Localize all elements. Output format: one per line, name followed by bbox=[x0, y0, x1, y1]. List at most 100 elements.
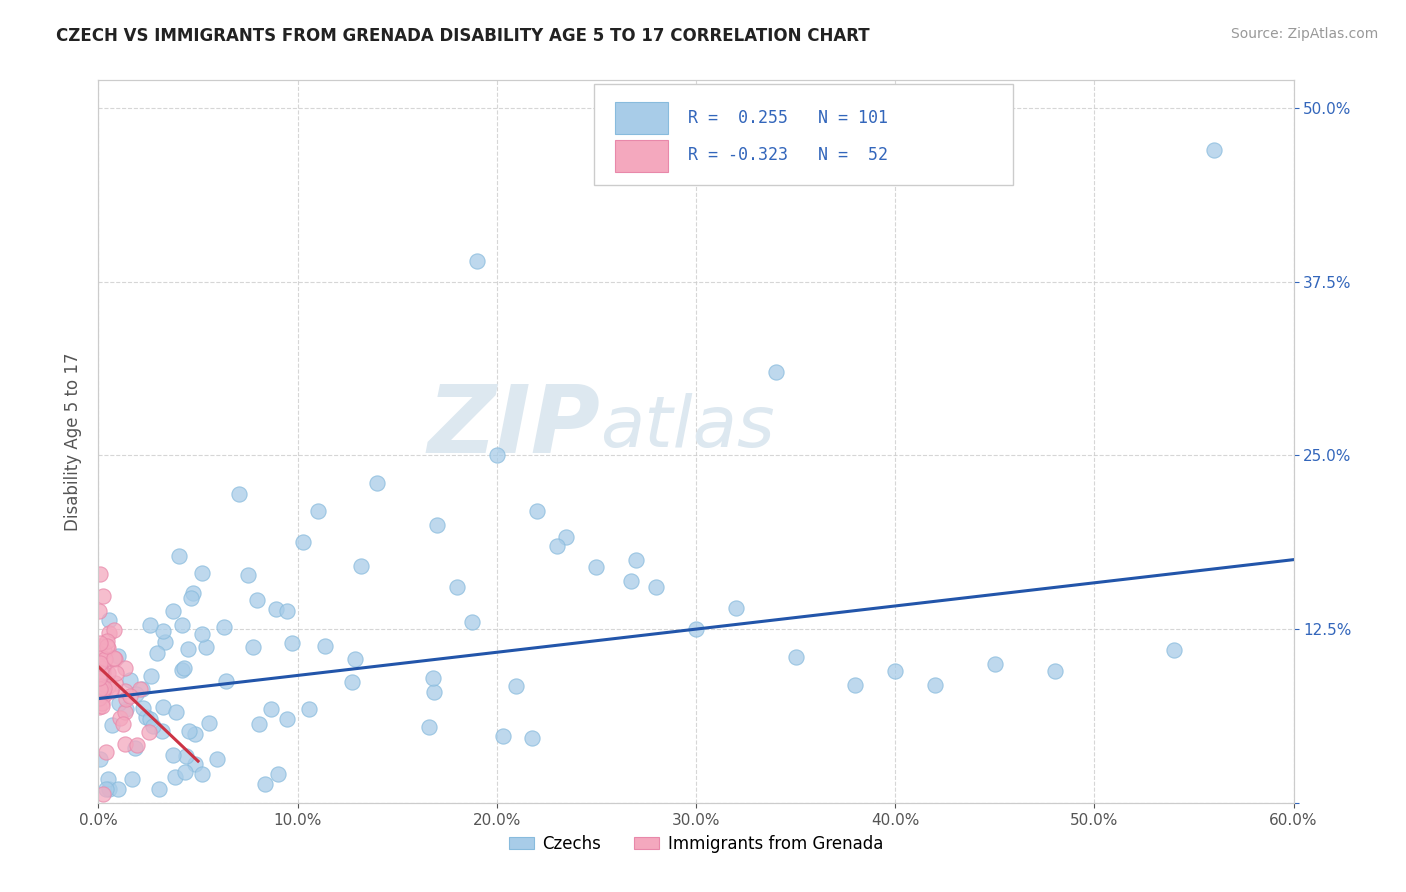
Point bbox=[174, 765, 197, 780]
Point bbox=[89, 639, 111, 653]
Point bbox=[844, 678, 866, 692]
Point bbox=[163, 770, 186, 784]
Point bbox=[176, 642, 198, 657]
Point bbox=[98, 626, 121, 640]
Point bbox=[96, 634, 118, 648]
Point bbox=[139, 712, 162, 726]
Point bbox=[184, 757, 207, 772]
Point bbox=[291, 535, 314, 549]
Point bbox=[165, 705, 187, 719]
Point bbox=[685, 622, 707, 636]
Point bbox=[107, 781, 129, 796]
Point bbox=[89, 681, 111, 696]
Point bbox=[91, 666, 114, 681]
Point bbox=[94, 781, 117, 796]
Point bbox=[236, 567, 259, 582]
Point bbox=[460, 615, 482, 629]
Point bbox=[198, 715, 221, 730]
Point bbox=[276, 604, 298, 618]
Point bbox=[89, 752, 111, 766]
Point bbox=[554, 530, 576, 544]
Point bbox=[93, 688, 115, 702]
Point bbox=[155, 635, 177, 649]
Point bbox=[91, 683, 114, 698]
Point bbox=[135, 710, 157, 724]
Point bbox=[97, 640, 120, 655]
Point bbox=[253, 777, 276, 791]
Point bbox=[340, 674, 363, 689]
Point bbox=[619, 574, 641, 589]
Point bbox=[101, 717, 124, 731]
Point bbox=[281, 636, 304, 650]
Point bbox=[91, 698, 114, 713]
Point bbox=[103, 623, 125, 637]
Point bbox=[89, 566, 111, 581]
Text: R = -0.323   N =  52: R = -0.323 N = 52 bbox=[688, 146, 887, 164]
Point bbox=[139, 617, 162, 632]
Point bbox=[89, 604, 111, 618]
Point bbox=[180, 591, 202, 606]
Point bbox=[89, 671, 111, 685]
Point bbox=[91, 787, 114, 801]
Point bbox=[90, 679, 112, 693]
Point bbox=[93, 652, 115, 666]
Point bbox=[176, 749, 198, 764]
Point bbox=[260, 702, 283, 716]
Point bbox=[87, 690, 110, 705]
Point bbox=[115, 702, 138, 716]
Point bbox=[125, 687, 148, 701]
Point bbox=[422, 685, 444, 699]
Point bbox=[264, 602, 287, 616]
Point bbox=[190, 627, 212, 641]
Point bbox=[104, 676, 127, 690]
Point bbox=[87, 699, 110, 714]
Point bbox=[100, 682, 122, 697]
Point bbox=[298, 702, 321, 716]
Point bbox=[128, 681, 150, 696]
Point bbox=[526, 504, 548, 518]
Point bbox=[93, 681, 115, 696]
Point bbox=[138, 725, 160, 739]
Point bbox=[91, 665, 114, 679]
Point bbox=[152, 700, 174, 714]
Point bbox=[89, 656, 111, 670]
Point bbox=[148, 781, 170, 796]
Point bbox=[97, 781, 120, 796]
Point bbox=[205, 752, 228, 766]
Point bbox=[505, 679, 527, 693]
Point bbox=[276, 712, 298, 726]
Point bbox=[446, 581, 468, 595]
Point bbox=[124, 741, 146, 756]
Point bbox=[97, 665, 120, 680]
Bar bbox=[614, 102, 668, 135]
Point bbox=[492, 729, 515, 743]
Point bbox=[90, 696, 112, 710]
Point bbox=[108, 711, 131, 725]
Point bbox=[626, 552, 648, 566]
Point bbox=[93, 644, 115, 658]
Point bbox=[884, 664, 907, 678]
Point bbox=[103, 651, 125, 665]
Point bbox=[132, 701, 155, 715]
Point bbox=[120, 673, 142, 687]
Point bbox=[177, 723, 200, 738]
Point bbox=[131, 682, 153, 697]
Point bbox=[765, 365, 787, 379]
Point bbox=[91, 671, 114, 685]
Point bbox=[191, 767, 214, 781]
Point bbox=[89, 666, 111, 681]
Point bbox=[91, 661, 114, 675]
Point bbox=[350, 558, 373, 573]
Point bbox=[422, 671, 444, 685]
Point bbox=[142, 719, 165, 733]
Point bbox=[173, 661, 195, 675]
Point bbox=[98, 613, 121, 627]
Point bbox=[924, 678, 946, 692]
Point bbox=[426, 517, 449, 532]
Point bbox=[246, 593, 269, 607]
Point bbox=[366, 476, 388, 491]
Point bbox=[215, 674, 238, 689]
Text: ZIP: ZIP bbox=[427, 381, 600, 473]
Point bbox=[1163, 643, 1185, 657]
Point bbox=[114, 684, 136, 698]
